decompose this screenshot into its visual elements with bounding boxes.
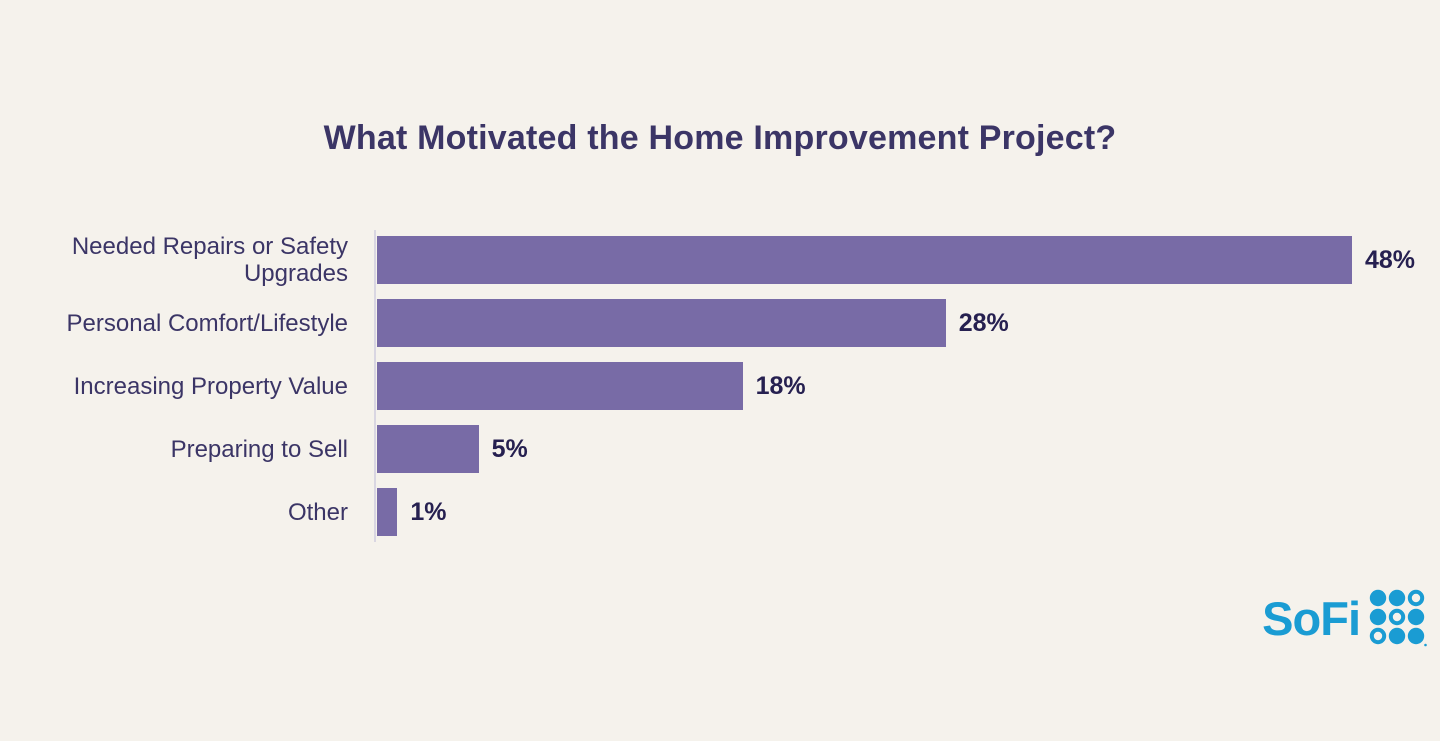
bar — [377, 236, 1352, 284]
sofi-dot-grid-icon — [1369, 589, 1427, 647]
category-label: Preparing to Sell — [170, 435, 348, 463]
value-label: 28% — [958, 308, 1009, 337]
bar-rows: Needed Repairs or Safety Upgrades 48% Pers… — [0, 233, 1440, 536]
bar-track: 1% — [377, 488, 1440, 536]
bar-track: 18% — [377, 362, 1440, 410]
category-label: Personal Comfort/Lifestyle — [66, 309, 348, 337]
value-label: 5% — [491, 434, 528, 463]
bar-track: 5% — [377, 425, 1440, 473]
bar — [377, 299, 946, 347]
bar-row: Increasing Property Value 18% — [0, 362, 1440, 410]
bar-row: Preparing to Sell 5% — [0, 425, 1440, 473]
value-label: 18% — [755, 371, 806, 400]
bar-row: Needed Repairs or Safety Upgrades 48% — [0, 233, 1440, 287]
bar — [377, 488, 398, 536]
value-label: 48% — [1365, 245, 1416, 274]
chart-title: What Motivated the Home Improvement Proj… — [323, 119, 1117, 157]
bar-track: 28% — [377, 299, 1440, 347]
value-label: 1% — [410, 497, 447, 526]
category-label: Increasing Property Value — [73, 372, 348, 400]
sofi-logo: SoFi — [1262, 589, 1427, 647]
category-label: Other — [287, 498, 348, 526]
bar — [377, 362, 743, 410]
category-label: Needed Repairs or Safety Upgrades — [71, 233, 348, 287]
bar-track: 48% — [377, 236, 1440, 284]
axis-line — [374, 230, 376, 542]
bar-row: Personal Comfort/Lifestyle 28% — [0, 299, 1440, 347]
bar-chart: Needed Repairs or Safety Upgrades 48% Pers… — [0, 230, 1440, 542]
bar-row: Other 1% — [0, 488, 1440, 536]
bar — [377, 425, 479, 473]
sofi-wordmark: SoFi — [1262, 591, 1361, 645]
